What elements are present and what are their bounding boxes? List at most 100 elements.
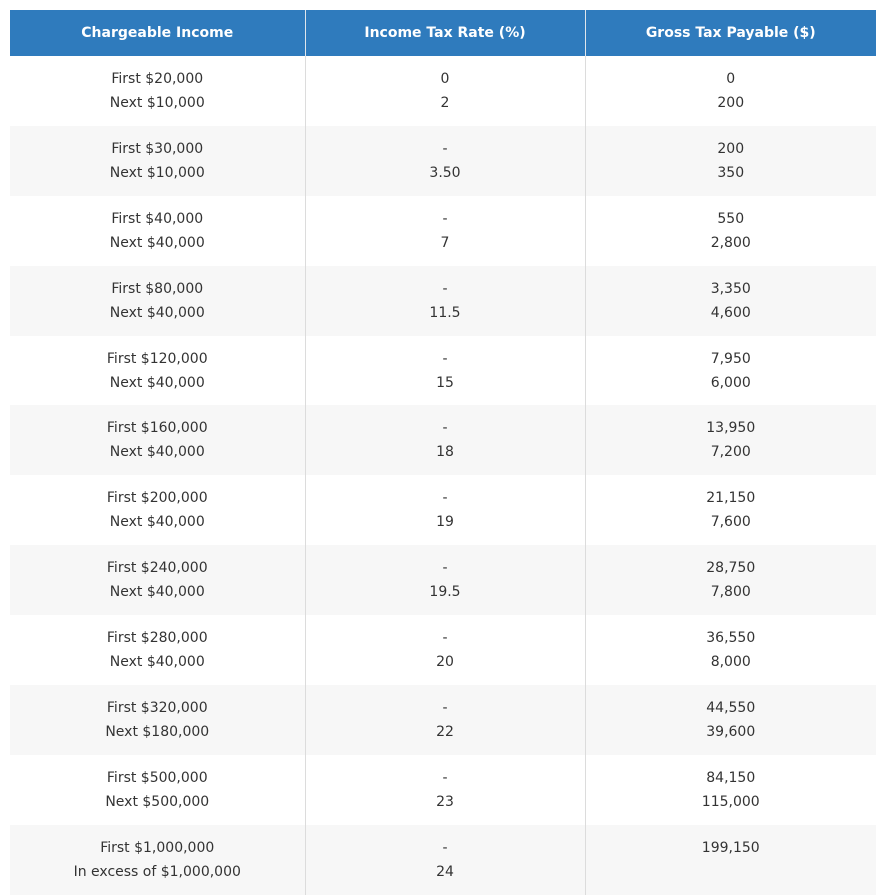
cell-line: 39,600 — [706, 724, 756, 741]
table-cell: 84,150 115,000 — [585, 755, 876, 825]
cell-content: 199,150 — [586, 825, 877, 860]
cell-line: Next $10,000 — [109, 95, 205, 111]
cell-content: First $30,000 Next $10,000 — [10, 126, 305, 185]
cell-line: First $500,000 — [106, 769, 208, 786]
table-row: First $240,000 Next $40,000 - 19.5 28,750 7,8… — [10, 545, 876, 616]
table-cell: - 24 — [305, 824, 586, 895]
table-row: First $20,000 Next $10,000 0 2 0 200 — [10, 56, 876, 126]
cell-line: 18 — [436, 444, 454, 461]
cell-line: 36,550 — [706, 630, 756, 647]
table-cell: 13,950 7,200 — [585, 405, 876, 476]
cell-content: 200 350 — [586, 126, 877, 185]
table-cell: First $40,000 Next $40,000 — [10, 195, 306, 266]
cell-content: First $200,000 Next $40,000 — [10, 475, 305, 534]
cell-line: 3,350 — [710, 280, 751, 297]
cell-line: 21,150 — [706, 490, 756, 507]
cell-content: - 18 — [306, 405, 585, 464]
table-row: First $120,000 Next $40,000 - 15 7,950 6,000 — [10, 335, 877, 406]
cell-line: 200 — [717, 95, 745, 111]
cell-line: 7,950 — [710, 350, 751, 367]
table-cell: -7 — [305, 195, 586, 266]
cell-line: 0 — [726, 71, 736, 87]
cell-line: 200 — [717, 140, 745, 157]
cell-line: Next $40,000 — [109, 304, 205, 321]
cell-line: - — [442, 350, 448, 367]
cell-line: - — [442, 420, 448, 437]
cell-content: - 19 — [306, 475, 585, 534]
table-row: First $200,000 Next $40,000 - 19 21,150 7,600 — [10, 475, 876, 546]
cell-line: - — [442, 210, 448, 227]
table-row: First $320,000 Next $180,000 - 22 44,550 39,6… — [10, 685, 876, 755]
tax-table-container: Chargeable Income Income Tax Rate (%) Gr… — [10, 10, 876, 895]
table-cell: 21,150 7,600 — [585, 475, 876, 545]
cell-content: 7,950 6,000 — [586, 336, 877, 395]
table-cell: First $120,000 Next $40,000 — [10, 335, 306, 406]
cell-line: 28,750 — [706, 560, 756, 577]
cell-content: 0 200 — [586, 56, 877, 115]
cell-line: 0 — [440, 71, 450, 87]
cell-line: 350 — [717, 164, 745, 181]
table-cell: - 3.50 — [305, 125, 586, 196]
cell-content: 3,350 4,600 — [586, 266, 877, 325]
table-cell: 200 350 — [585, 125, 877, 196]
cell-line: First $280,000 — [106, 630, 208, 647]
table-cell: 199,150 — [585, 824, 877, 895]
cell-content: First $120,000 Next $40,000 — [10, 336, 305, 395]
header-cell: Income Tax Rate (%) — [305, 10, 586, 56]
cell-line: First $20,000 — [111, 71, 204, 87]
table-row: First $280,000 Next $40,000 - 20 36,550 8,000 — [10, 615, 877, 686]
cell-line: First $160,000 — [106, 420, 208, 437]
cell-line: 24 — [436, 863, 454, 880]
cell-content: First $160,000 Next $40,000 — [10, 405, 305, 464]
cell-line: 2,800 — [710, 234, 751, 251]
table-row: First $160,000 Next $40,000 - 18 13,950 7,200 — [10, 405, 876, 476]
cell-line: Next $40,000 — [109, 234, 205, 251]
table-cell: First $80,000 Next $40,000 — [10, 265, 306, 336]
cell-line: In excess of $1,000,000 — [73, 863, 241, 880]
cell-line: Next $40,000 — [109, 374, 205, 391]
cell-content: -7 — [306, 196, 585, 255]
cell-line: 11.5 — [429, 304, 461, 321]
cell-line: 8,000 — [710, 654, 751, 671]
cell-content: - 23 — [306, 755, 585, 814]
cell-line: 199,150 — [701, 839, 760, 856]
table-cell: 28,750 7,800 — [585, 545, 876, 616]
table-cell: First $240,000 Next $40,000 — [10, 545, 306, 616]
cell-line: First $240,000 — [106, 560, 208, 577]
table-cell: - 22 — [305, 685, 586, 755]
header-cell: Gross Tax Payable ($) — [585, 10, 876, 56]
table-cell: - 19 — [305, 475, 586, 546]
cell-line: 550 — [717, 210, 745, 227]
cell-content: First $500,000 Next $500,000 — [10, 755, 305, 814]
cell-line: 19.5 — [429, 584, 461, 601]
table-cell: 3,350 4,600 — [585, 265, 877, 336]
cell-line: - — [442, 630, 448, 647]
cell-line: 4,600 — [710, 304, 751, 321]
cell-content: 550 2,800 — [586, 196, 877, 255]
cell-content: First $20,000 Next $10,000 — [10, 56, 305, 115]
table-cell: First $500,000 Next $500,000 — [10, 754, 306, 825]
table-row: First $1,000,000 In excess of $1,000,000 -… — [10, 824, 877, 895]
table-cell: - 11.5 — [305, 265, 586, 336]
cell-line: 7 — [440, 234, 450, 251]
cell-line: 7,600 — [710, 514, 751, 531]
cell-content: First $320,000 Next $180,000 — [10, 685, 305, 744]
table-cell: First $160,000 Next $40,000 — [10, 405, 306, 476]
cell-line: - — [442, 490, 448, 507]
cell-line: 6,000 — [710, 374, 751, 391]
cell-content: 44,550 39,600 — [586, 685, 877, 744]
cell-line: First $120,000 — [106, 350, 208, 367]
cell-line: Next $40,000 — [109, 514, 205, 531]
table-header: Chargeable Income Income Tax Rate (%) Gr… — [10, 10, 876, 56]
cell-line: 22 — [436, 724, 454, 741]
cell-content: - 19.5 — [306, 545, 585, 604]
cell-line: 7,200 — [710, 444, 751, 461]
cell-line: Next $40,000 — [109, 444, 205, 461]
table-cell: First $200,000 Next $40,000 — [10, 475, 306, 546]
cell-content: 36,550 8,000 — [586, 615, 877, 674]
table-cell: 0 200 — [585, 56, 876, 126]
cell-line: 2 — [440, 95, 450, 111]
cell-line: 84,150 — [706, 769, 756, 786]
